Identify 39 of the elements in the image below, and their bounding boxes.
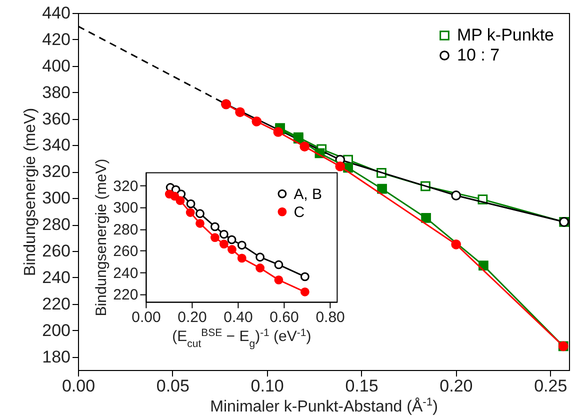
y-tick-label: 220 <box>42 294 70 314</box>
y-tick-label: 380 <box>42 82 70 102</box>
x-tick-label: 0.40 <box>224 309 253 326</box>
legend-label: MP k-Punkte <box>457 26 554 44</box>
y-tick-label: 240 <box>113 264 138 282</box>
y-tick-label: 400 <box>42 56 70 76</box>
y-tick-label: 320 <box>42 162 70 182</box>
x-tick-label: 0.00 <box>132 309 161 326</box>
x-tick-label: 0.05 <box>156 376 190 396</box>
x-tick-label: 0.80 <box>316 309 345 326</box>
y-tick-label: 240 <box>42 268 70 287</box>
y-tick-label: 300 <box>113 200 138 217</box>
y-tick-label: 200 <box>42 320 70 340</box>
y-tick-label: 440 <box>42 4 70 22</box>
y-tick-label: 280 <box>113 221 138 238</box>
y-tick-label: 180 <box>42 347 70 366</box>
y-tick-label: 260 <box>113 243 138 260</box>
legend-label: 10 : 7 <box>457 46 500 64</box>
y-axis-title: Bindungsenergie (meV) <box>22 108 40 276</box>
y-axis-title: Bindungsenergie (meV) <box>93 158 110 316</box>
y-tick-label: 280 <box>42 215 70 234</box>
x-tick-label: 0.20 <box>178 309 207 326</box>
x-tick-label: 0.60 <box>270 309 299 326</box>
y-tick-label: 320 <box>113 178 138 195</box>
legend-label: A, B <box>294 186 322 203</box>
y-tick-label: 340 <box>42 136 70 155</box>
x-axis-title: Minimaler k-Punkt-Abstand (Å$^{-1}$) <box>210 396 438 416</box>
y-tick-label: 360 <box>42 109 70 128</box>
y-tick-label: 260 <box>42 242 70 260</box>
y-tick-label: 220 <box>113 286 138 304</box>
y-tick-label: 300 <box>42 188 70 208</box>
x-tick-label: 0.00 <box>62 376 96 396</box>
legend-label: C <box>294 204 305 221</box>
text: (E$_{cut}$$^{BSE}$ − E$_{g}$)$^{-1}$ (eV$^{-1}$) <box>172 328 312 350</box>
y-tick-label: 420 <box>42 30 70 49</box>
x-tick-label: 0.15 <box>345 376 378 396</box>
x-tick-label: 0.10 <box>250 376 284 396</box>
x-tick-label: 0.20 <box>440 376 473 396</box>
x-tick-label: 0.25 <box>534 376 568 396</box>
